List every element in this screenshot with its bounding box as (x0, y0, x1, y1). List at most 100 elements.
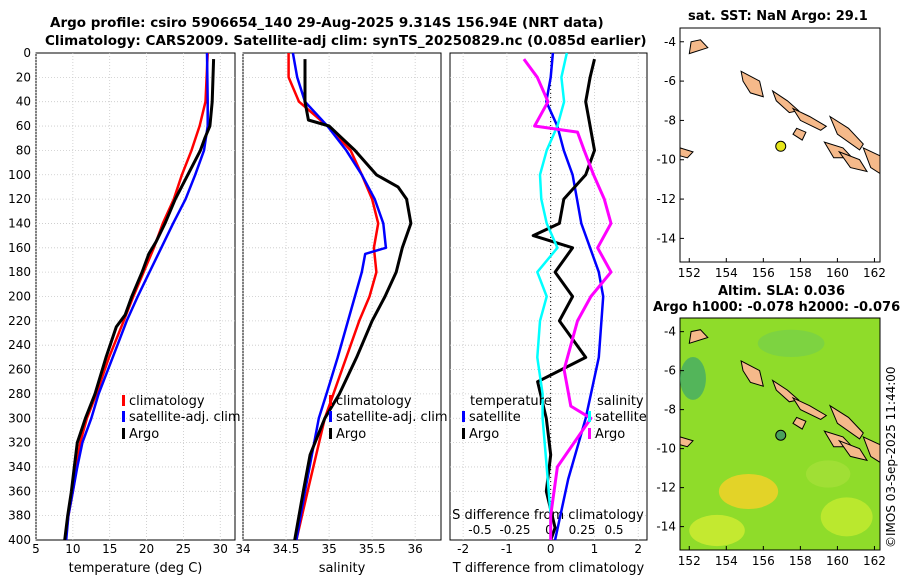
salinity-difference-tick-label: 0 (545, 523, 553, 537)
depth-tick-label: 100 (8, 168, 31, 182)
series-temperature-satellite-adj-clim (64, 52, 209, 541)
sla-map-land (792, 416, 807, 430)
temperature-legend-satellite-swatch (122, 411, 125, 422)
depth-tick-label: 360 (8, 484, 31, 498)
temperature-xtick-label: 30 (213, 542, 228, 556)
depth-tick-label: 120 (8, 192, 31, 206)
depth-tick-label: 40 (16, 95, 31, 109)
difference-legend-sal-argo-label: Argo (595, 427, 625, 442)
difference-xtick-label: 2 (634, 542, 642, 556)
depth-tick-label: 140 (8, 216, 31, 230)
difference-legend-sal-argo-swatch (588, 428, 591, 439)
sst-map-ytick-label: -12 (656, 192, 676, 206)
depth-tick-label: 400 (8, 533, 31, 547)
difference-legend-temperature-title: temperature (470, 394, 552, 409)
depth-tick-label: 80 (16, 143, 31, 157)
sst-map-xtick-label: 154 (715, 266, 738, 280)
depth-tick-label: 380 (8, 509, 31, 523)
depth-tick-label: 260 (8, 363, 31, 377)
depth-tick-label: 160 (8, 241, 31, 255)
sst-map-xtick-label: 156 (752, 266, 775, 280)
difference-legend-salinity-title: salinity (597, 394, 644, 409)
salinity-xtick-label: 34.5 (273, 542, 300, 556)
salinity-difference-tick-label: -0.5 (468, 523, 491, 537)
sst-map-land (828, 115, 864, 151)
sla-map-ytick-label: -4 (664, 325, 676, 339)
sst-map-xtick-label: 158 (789, 266, 812, 280)
salinity-difference-tick-label: -0.25 (499, 523, 530, 537)
depth-tick-label: 20 (16, 70, 31, 84)
sst-map-ytick-label: -4 (664, 35, 676, 49)
sla-map-ytick-label: -10 (656, 442, 676, 456)
salinity-xtick-label: 35.5 (359, 542, 386, 556)
difference-xtick-label: 1 (591, 542, 599, 556)
salinity-legend-climatology-label: climatology (336, 394, 412, 409)
sla-map-land (688, 329, 709, 345)
depth-tick-label: 320 (8, 436, 31, 450)
salinity-xlabel: salinity (319, 561, 366, 576)
depth-tick-label: 240 (8, 338, 31, 352)
sla-map-sla-anomaly (680, 356, 706, 400)
depth-tick-label: 340 (8, 460, 31, 474)
temperature-xlabel: temperature (deg C) (69, 561, 203, 576)
temperature-xtick-label: 25 (176, 542, 191, 556)
sst-map-land (771, 89, 800, 114)
sla-map-sla-anomaly (718, 473, 779, 510)
depth-tick-label: 0 (23, 46, 31, 60)
sla-map-ytick-label: -8 (664, 403, 676, 417)
sla-map-land (771, 379, 800, 403)
sla-map-xtick-label: 154 (715, 554, 738, 568)
difference-frame (449, 52, 648, 541)
sla-map-ytick-label: -12 (656, 481, 676, 495)
difference-xtick-label: 0 (547, 542, 555, 556)
sla-map-ytick-label: -14 (656, 520, 676, 534)
sst-map-land (837, 150, 869, 173)
sst-map-land (679, 147, 694, 159)
sla-map-land (837, 439, 869, 462)
salinity-legend-climatology-swatch (329, 395, 332, 406)
sst-map-xtick-label: 152 (678, 266, 701, 280)
sla-map-xtick-label: 156 (752, 554, 775, 568)
salinity-xtick-label: 34 (235, 542, 250, 556)
salinity-legend-argo-swatch (329, 428, 332, 439)
salinity-xtick-label: 36 (408, 542, 423, 556)
depth-tick-label: 180 (8, 265, 31, 279)
difference-legend-sal-satellite-swatch (588, 411, 591, 422)
sla-map-sla-anomaly (820, 497, 873, 537)
sst-map-land (688, 39, 709, 55)
sst-map-land (792, 127, 807, 141)
salinity-legend-satellite-swatch (329, 411, 332, 422)
sla-map-title-line2: Argo h1000: -0.078 h2000: -0.076 (653, 300, 900, 315)
series-difference-temperature-argo (531, 58, 596, 541)
salinity-legend-satellite-label: satellite-adj. clim (336, 410, 448, 425)
difference-panel: -2 -1 0 1 2 T difference from climatology (449, 52, 648, 576)
temperature-panel: 5 10 15 20 25 30 temperature (deg C) 0 20 40 60 80 1… (8, 46, 236, 576)
sla-map-xtick-label: 158 (789, 554, 812, 568)
difference-xtick-label: -2 (457, 542, 469, 556)
temperature-legend-argo-swatch (122, 428, 125, 439)
sla-map-argo-marker (775, 429, 787, 441)
salinity-difference-axis-title: S difference from climatology (452, 508, 644, 523)
difference-legend-temp-satellite-label: satellite (469, 410, 521, 425)
temperature-legend-climatology-label: climatology (129, 394, 205, 409)
figure-title-line1: Argo profile: csiro 5906654_140 29-Aug-2… (50, 15, 604, 31)
figure-title-line2: Climatology: CARS2009. Satellite-adj cli… (45, 33, 647, 49)
depth-tick-label: 280 (8, 387, 31, 401)
depth-tick-label: 220 (8, 314, 31, 328)
sla-map-sla-anomaly (757, 329, 825, 357)
sst-map-xtick-label: 160 (826, 266, 849, 280)
sla-map-sla-anomaly (805, 460, 851, 488)
series-difference-salinity-satellite (536, 52, 569, 540)
temperature-xtick-label: 10 (65, 542, 80, 556)
temperature-legend-argo-label: Argo (129, 427, 159, 442)
sla-map: 152 154 156 158 160 162 -4 -6 -8 -10 -12 -14 (656, 317, 886, 568)
series-difference-temperature-satellite (545, 52, 605, 541)
sla-map-land (791, 396, 828, 420)
sla-map-land (679, 436, 694, 448)
difference-xtick-label: -1 (501, 542, 513, 556)
sst-map-ytick-label: -8 (664, 113, 676, 127)
sst-map-xtick-label: 162 (863, 266, 886, 280)
sst-map-title: sat. SST: NaN Argo: 29.1 (688, 9, 868, 24)
difference-xlabel: T difference from climatology (452, 561, 645, 576)
